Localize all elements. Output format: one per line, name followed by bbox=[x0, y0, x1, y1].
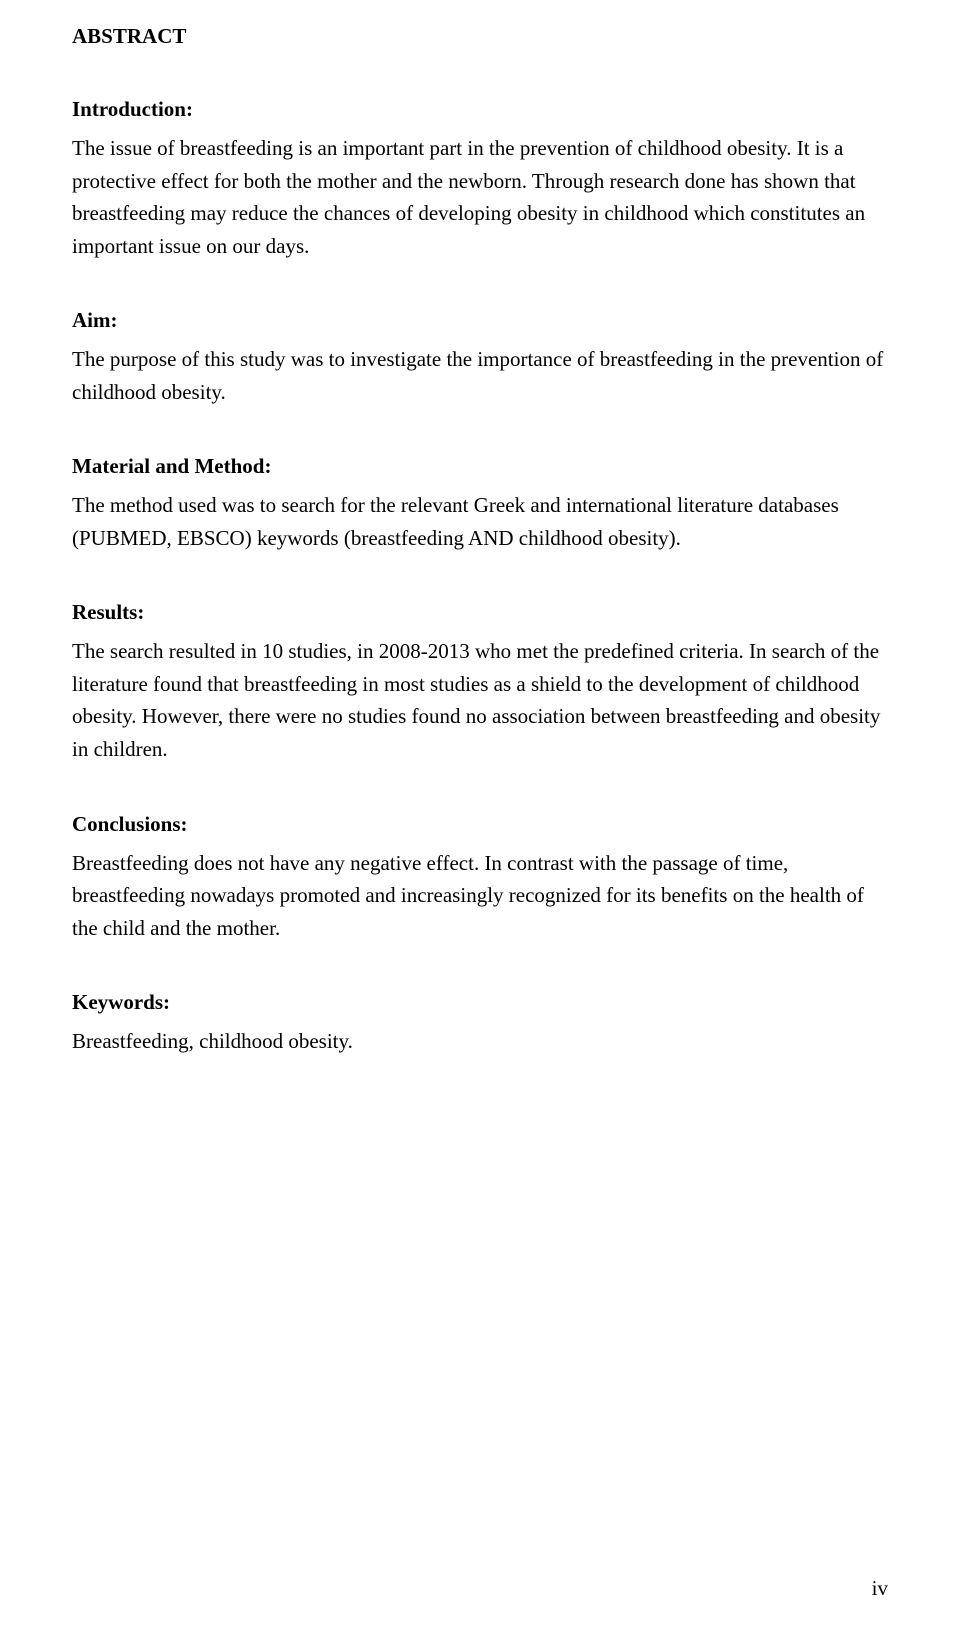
text-results: The search resulted in 10 studies, in 20… bbox=[72, 635, 888, 765]
heading-introduction: Introduction: bbox=[72, 97, 888, 122]
section-material-method: Material and Method: The method used was… bbox=[72, 454, 888, 554]
section-aim: Aim: The purpose of this study was to in… bbox=[72, 308, 888, 408]
document-title: ABSTRACT bbox=[72, 24, 888, 49]
heading-material-method: Material and Method: bbox=[72, 454, 888, 479]
section-results: Results: The search resulted in 10 studi… bbox=[72, 600, 888, 765]
text-introduction: The issue of breastfeeding is an importa… bbox=[72, 132, 888, 262]
text-aim: The purpose of this study was to investi… bbox=[72, 343, 888, 408]
heading-conclusions: Conclusions: bbox=[72, 812, 888, 837]
text-material-method: The method used was to search for the re… bbox=[72, 489, 888, 554]
heading-keywords: Keywords: bbox=[72, 990, 888, 1015]
text-keywords: Breastfeeding, childhood obesity. bbox=[72, 1025, 888, 1058]
section-keywords: Keywords: Breastfeeding, childhood obesi… bbox=[72, 990, 888, 1058]
section-conclusions: Conclusions: Breastfeeding does not have… bbox=[72, 812, 888, 945]
page-number: iv bbox=[872, 1576, 888, 1601]
text-conclusions: Breastfeeding does not have any negative… bbox=[72, 847, 888, 945]
section-introduction: Introduction: The issue of breastfeeding… bbox=[72, 97, 888, 262]
heading-aim: Aim: bbox=[72, 308, 888, 333]
heading-results: Results: bbox=[72, 600, 888, 625]
